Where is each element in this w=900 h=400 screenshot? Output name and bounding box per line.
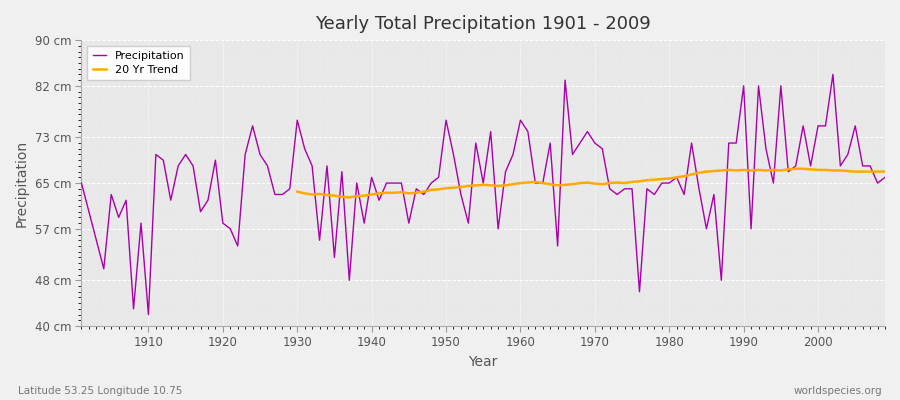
Precipitation xyxy=(76,181,87,186)
20 Yr Trend xyxy=(560,182,571,187)
Precipitation xyxy=(612,192,623,197)
Text: worldspecies.org: worldspecies.org xyxy=(794,386,882,396)
Precipitation xyxy=(143,312,154,317)
Precipitation xyxy=(515,118,526,122)
20 Yr Trend xyxy=(879,169,890,174)
Precipitation xyxy=(879,175,890,180)
20 Yr Trend xyxy=(649,177,660,182)
20 Yr Trend xyxy=(292,189,302,194)
20 Yr Trend xyxy=(790,166,801,171)
Y-axis label: Precipitation: Precipitation xyxy=(15,140,29,227)
X-axis label: Year: Year xyxy=(469,355,498,369)
20 Yr Trend xyxy=(827,168,838,173)
Legend: Precipitation, 20 Yr Trend: Precipitation, 20 Yr Trend xyxy=(87,46,190,80)
Line: 20 Yr Trend: 20 Yr Trend xyxy=(297,169,885,197)
Precipitation xyxy=(307,164,318,168)
Title: Yearly Total Precipitation 1901 - 2009: Yearly Total Precipitation 1901 - 2009 xyxy=(315,15,651,33)
Line: Precipitation: Precipitation xyxy=(82,74,885,314)
20 Yr Trend xyxy=(679,174,689,179)
Precipitation xyxy=(523,129,534,134)
Precipitation xyxy=(351,181,362,186)
Text: Latitude 53.25 Longitude 10.75: Latitude 53.25 Longitude 10.75 xyxy=(18,386,183,396)
20 Yr Trend xyxy=(344,195,355,200)
20 Yr Trend xyxy=(656,177,667,182)
Precipitation xyxy=(827,72,838,77)
20 Yr Trend xyxy=(701,169,712,174)
Precipitation xyxy=(136,221,147,226)
